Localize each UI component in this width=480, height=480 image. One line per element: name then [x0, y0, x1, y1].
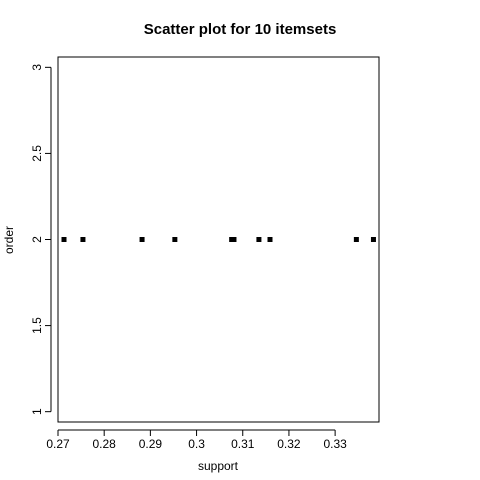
- y-tick-label: 2: [30, 236, 44, 243]
- x-tick-label: 0.3: [188, 437, 205, 451]
- x-tick-label: 0.27: [46, 437, 70, 451]
- data-point: [80, 237, 86, 242]
- data-points: [61, 237, 376, 242]
- y-tick-label: 1.5: [30, 317, 44, 334]
- x-tick-label: 0.32: [277, 437, 301, 451]
- x-tick-label: 0.31: [231, 437, 255, 451]
- x-axis-label: support: [198, 459, 239, 473]
- y-tick-label: 1: [30, 408, 44, 415]
- data-point: [353, 237, 359, 242]
- y-tick-label: 3: [30, 64, 44, 71]
- x-axis: 0.27 0.28 0.29 0.3 0.31 0.32 0.33: [46, 429, 347, 451]
- data-point: [370, 237, 376, 242]
- x-tick-label: 0.28: [93, 437, 117, 451]
- data-point: [256, 237, 262, 242]
- x-tick-label: 0.33: [323, 437, 347, 451]
- y-tick-label: 2.5: [30, 145, 44, 162]
- data-point: [172, 237, 178, 242]
- plot-frame: [57, 56, 380, 423]
- y-axis-label: order: [2, 226, 16, 254]
- chart-title: Scatter plot for 10 itemsets: [144, 21, 337, 38]
- data-point: [267, 237, 273, 242]
- data-point: [231, 237, 237, 242]
- data-point: [139, 237, 145, 242]
- data-point: [61, 237, 67, 242]
- x-tick-label: 0.29: [139, 437, 163, 451]
- y-axis: 1 1.5 2 2.5 3: [30, 64, 52, 415]
